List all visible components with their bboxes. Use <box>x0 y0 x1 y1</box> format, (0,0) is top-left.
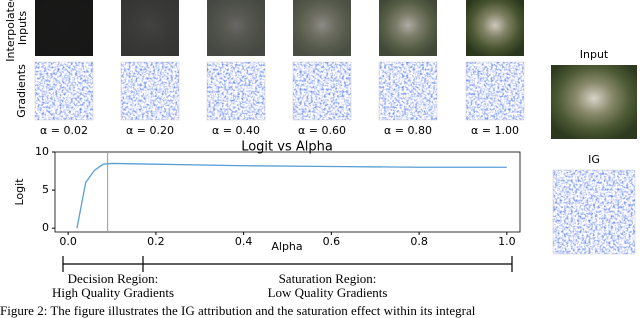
x-tick-label: 0.6 <box>323 235 341 248</box>
row-label: Gradients <box>15 64 28 118</box>
x-tick-label: 0.4 <box>235 235 253 248</box>
x-tick-label: 0.8 <box>410 235 428 248</box>
image-column: α = 0.80 <box>378 0 438 137</box>
input-image <box>551 65 637 139</box>
image-background <box>379 0 437 56</box>
image-background <box>466 0 524 56</box>
alpha-label: α = 0.02 <box>40 124 88 137</box>
data-line <box>76 162 507 229</box>
image-column: α = 0.40 <box>206 0 266 137</box>
y-tick-label: 5 <box>42 183 49 196</box>
image-background <box>121 0 179 56</box>
y-tick-label: 10 <box>35 145 49 158</box>
region-subtitle: Low Quality Gradients <box>268 285 388 300</box>
side-label: IG <box>588 153 600 166</box>
alpha-label: α = 0.40 <box>212 124 260 137</box>
region-subtitle: High Quality Gradients <box>52 285 174 300</box>
row-label: InterpolatedInputs <box>4 0 29 62</box>
y-axis-label: Logit <box>13 178 26 206</box>
x-tick-label: 1.0 <box>498 235 516 248</box>
region-title: Decision Region: <box>68 271 159 286</box>
image-column: α = 1.00 <box>465 0 525 137</box>
alpha-label: α = 1.00 <box>471 124 519 137</box>
gradient-image <box>207 62 265 120</box>
alpha-label: α = 0.20 <box>126 124 174 137</box>
caption: Figure 2: The figure illustrates the IG … <box>0 303 476 318</box>
image-column: α = 0.60 <box>292 0 352 137</box>
region-title: Saturation Region: <box>279 271 377 286</box>
x-tick-label: 0.0 <box>59 235 77 248</box>
alpha-label: α = 0.80 <box>384 124 432 137</box>
plot-frame <box>54 151 521 233</box>
gradient-image <box>293 62 351 120</box>
side-label: Input <box>580 48 609 61</box>
interpolated-image <box>293 0 351 56</box>
image-background <box>293 0 351 56</box>
interpolated-image <box>466 0 524 56</box>
ig-image <box>553 170 635 254</box>
image-column: α = 0.02 <box>34 0 94 137</box>
x-axis-label: Alpha <box>271 240 302 253</box>
alpha-label: α = 0.60 <box>298 124 346 137</box>
gradient-image <box>379 62 437 120</box>
y-tick-label: 0 <box>42 221 49 234</box>
gradient-image <box>466 62 524 120</box>
chart-title: Logit vs Alpha <box>241 140 333 155</box>
image-column: α = 0.20 <box>120 0 180 137</box>
image-background <box>35 0 93 56</box>
interpolated-image <box>379 0 437 56</box>
gradient-image <box>35 62 93 120</box>
x-tick-label: 0.2 <box>147 235 165 248</box>
image-background <box>207 0 265 56</box>
gradient-image <box>121 62 179 120</box>
